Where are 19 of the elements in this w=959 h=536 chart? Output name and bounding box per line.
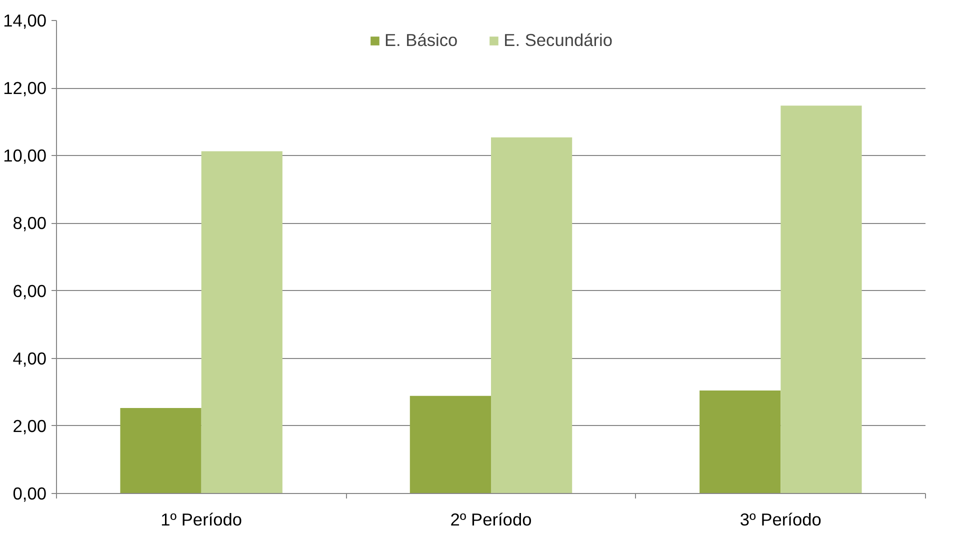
bar bbox=[700, 390, 781, 494]
y-tick-label: 14,00 bbox=[3, 10, 47, 30]
y-tick-label: 0,00 bbox=[12, 484, 47, 504]
bar bbox=[120, 408, 202, 494]
y-tick-label: 10,00 bbox=[3, 146, 47, 166]
bar bbox=[780, 106, 862, 494]
x-tick-label: 3º Período bbox=[740, 510, 822, 530]
y-tick-label: 4,00 bbox=[12, 348, 47, 368]
bar bbox=[491, 137, 572, 494]
y-tick-label: 8,00 bbox=[12, 213, 47, 234]
x-tick-label: 2º Período bbox=[450, 510, 532, 530]
y-tick-label: 6,00 bbox=[12, 280, 47, 301]
y-tick-label: 12,00 bbox=[3, 78, 47, 98]
legend-label: E. Secundário bbox=[504, 30, 613, 51]
bar bbox=[410, 396, 491, 494]
legend-label: E. Básico bbox=[384, 30, 458, 51]
x-tick-label: 1º Período bbox=[160, 510, 242, 530]
y-tick-label: 2,00 bbox=[12, 416, 47, 436]
bar bbox=[201, 151, 282, 494]
